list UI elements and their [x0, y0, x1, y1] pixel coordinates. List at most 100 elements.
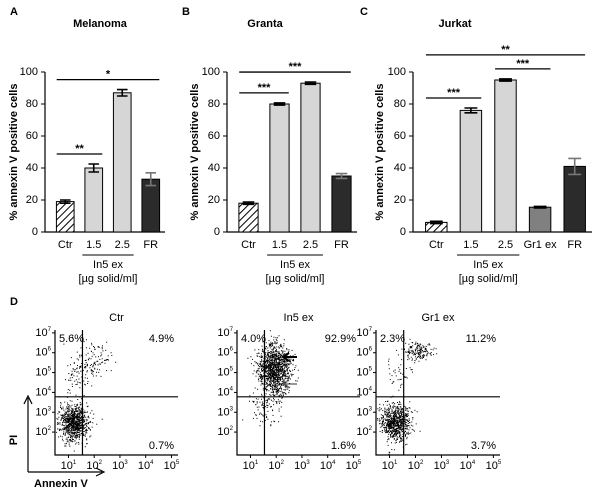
x-tick-label: 101 — [243, 460, 259, 472]
plot-title: In5 ex — [284, 312, 314, 324]
y-tick-label: 104 — [356, 386, 372, 398]
y-tick-label: 104 — [217, 386, 233, 398]
arrow — [281, 379, 297, 389]
bar — [269, 103, 290, 233]
x-tick-label: 2.5 — [498, 239, 513, 251]
y-tick-label: 20 — [208, 194, 220, 206]
y-tick-label: 107 — [35, 326, 51, 338]
y-tick-label: 103 — [356, 406, 372, 418]
group-unit: [µg solid/ml] — [79, 273, 138, 285]
x-tick-label: 101 — [61, 460, 77, 472]
y-tick-label: 106 — [35, 346, 51, 358]
bar — [494, 79, 517, 233]
chart-title: Granta — [247, 18, 283, 30]
significance-label: *** — [447, 87, 461, 99]
group-label: In5 ex — [280, 259, 310, 271]
error-bar — [304, 81, 317, 86]
y-tick-label: 106 — [217, 346, 233, 358]
y-tick-label: 100 — [202, 66, 220, 78]
y-tick-label: 20 — [26, 194, 38, 206]
quadrant-label: 1.6% — [331, 440, 356, 452]
bar — [141, 178, 161, 233]
chart-title: Jurkat — [438, 18, 471, 30]
error-bar — [145, 172, 157, 187]
y-tick-label: 0 — [214, 226, 220, 238]
quadrant-label: 11.2% — [466, 333, 497, 345]
y-tick-label: 100 — [388, 66, 406, 78]
x-tick-label: FR — [334, 239, 349, 251]
x-tick-label: 103 — [294, 460, 310, 472]
event-cloud — [242, 330, 299, 427]
error-bar — [88, 163, 100, 173]
y-axis-label: % annexin V positive cells — [374, 84, 386, 221]
bar — [563, 165, 586, 233]
y-tick-label: 102 — [356, 426, 372, 438]
quadrant-label: 5.6% — [59, 333, 84, 345]
x-tick-label: 105 — [346, 460, 362, 472]
y-tick-label: 102 — [217, 426, 233, 438]
x-tick-label: Gr1 ex — [524, 239, 558, 251]
error-bar — [59, 199, 71, 204]
y-tick-label: 102 — [35, 426, 51, 438]
x-tick-label: 101 — [382, 460, 398, 472]
bar — [459, 109, 483, 233]
y-tick-label: 40 — [394, 162, 406, 174]
x-tick-label: 1.5 — [463, 239, 478, 251]
y-tick-label: 107 — [217, 326, 233, 338]
error-bar — [116, 88, 128, 97]
y-tick-label: 0 — [32, 226, 38, 238]
bar — [112, 92, 132, 233]
plot-title: Gr1 ex — [421, 312, 455, 324]
chart-title: Melanoma — [73, 18, 128, 30]
y-tick-label: 20 — [394, 194, 406, 206]
panel-letter: C — [360, 6, 368, 18]
x-tick-label: 104 — [138, 460, 154, 472]
plot-title: Ctr — [109, 312, 124, 324]
x-tick-label: 103 — [112, 460, 128, 472]
panel-letter: A — [10, 6, 18, 18]
bar — [300, 82, 321, 233]
axes — [236, 330, 360, 456]
bar — [55, 201, 75, 233]
error-bar — [335, 172, 348, 180]
y-tick-label: 80 — [208, 98, 220, 110]
error-bar — [429, 220, 443, 225]
quadrant-label: 0.7% — [149, 440, 174, 452]
significance-label: *** — [516, 58, 530, 70]
axis-arrows — [23, 394, 106, 477]
y-tick-label: 103 — [35, 406, 51, 418]
x-tick-label: 102 — [86, 460, 102, 472]
error-bar — [568, 157, 582, 176]
y-tick-label: 40 — [26, 162, 38, 174]
y-tick-label: 60 — [394, 130, 406, 142]
y-tick-label: 80 — [394, 98, 406, 110]
panel-letter: B — [182, 6, 190, 18]
event-cloud — [377, 338, 438, 455]
error-bar — [464, 107, 478, 114]
significance-label: ** — [501, 44, 510, 56]
x-tick-label: 104 — [320, 460, 336, 472]
y-tick-label: 60 — [26, 130, 38, 142]
y-tick-label: 103 — [217, 406, 233, 418]
x-tick-label: Ctr — [58, 239, 73, 251]
x-tick-label: 104 — [460, 460, 476, 472]
y-tick-label: 100 — [20, 66, 38, 78]
axes — [54, 330, 178, 456]
group-label: In5 ex — [473, 259, 503, 271]
x-tick-label: FR — [143, 239, 158, 251]
x-tick-label: 1.5 — [86, 239, 101, 251]
quadrant-label: 92.9% — [325, 333, 356, 345]
x-tick-label: 2.5 — [115, 239, 130, 251]
quadrant-label: 4.0% — [241, 333, 266, 345]
group-label: In5 ex — [93, 259, 123, 271]
error-bar — [242, 201, 255, 206]
x-tick-label: 1.5 — [272, 239, 287, 251]
error-bar — [499, 78, 512, 82]
bar — [238, 202, 259, 233]
x-tick-label: 105 — [486, 460, 502, 472]
y-tick-label: 104 — [35, 386, 51, 398]
y-tick-label: 105 — [356, 366, 372, 378]
x-tick-label: 102 — [268, 460, 284, 472]
y-axis-label: % annexin V positive cells — [8, 84, 20, 221]
